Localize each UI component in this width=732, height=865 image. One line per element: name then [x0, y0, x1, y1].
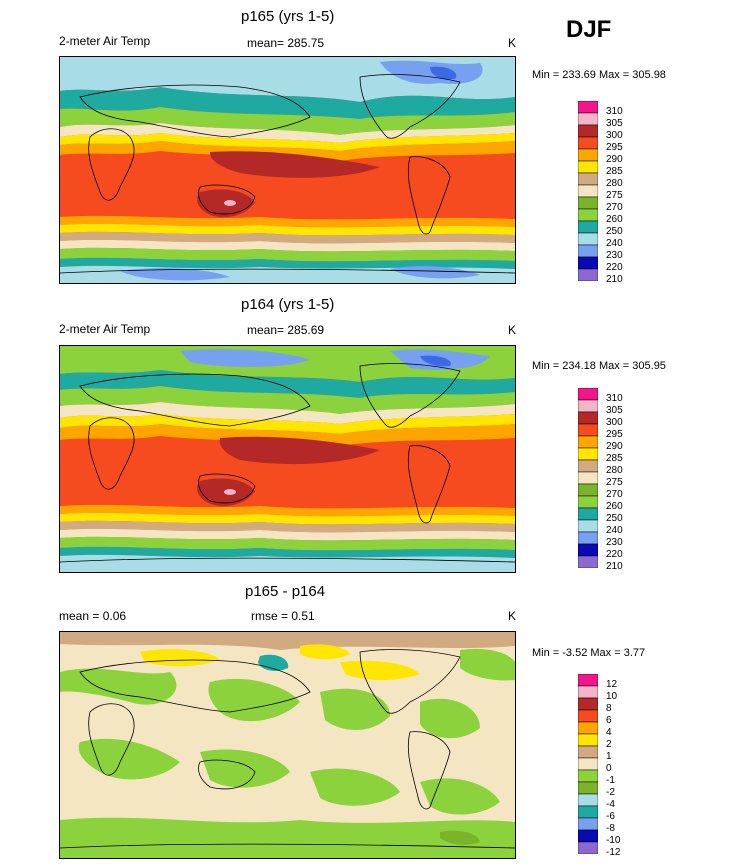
panel-1-variable-label: 2-meter Air Temp: [59, 34, 151, 48]
colorbar-tick: -8: [606, 823, 615, 834]
panel-1-colorbar: [578, 101, 598, 281]
colorbar-tick: 285: [606, 453, 623, 464]
colorbar-tick: 240: [606, 525, 623, 536]
season-label: DJF: [566, 16, 612, 43]
panel-2-mean-label: mean= 285.69: [247, 323, 325, 337]
colorbar-tick: 220: [606, 262, 623, 273]
colorbar-tick: 12: [606, 679, 618, 690]
colorbar-tick: 280: [606, 465, 623, 476]
panel-1-map: [59, 56, 516, 284]
colorbar-tick: 290: [606, 154, 623, 165]
panel-2-map: [59, 345, 516, 573]
colorbar-tick: 310: [606, 393, 623, 404]
colorbar-tick: 0: [606, 763, 612, 774]
colorbar-tick: 270: [606, 202, 623, 213]
colorbar-tick: 310: [606, 106, 623, 117]
colorbar-tick: 4: [606, 727, 612, 738]
colorbar-tick: 260: [606, 501, 623, 512]
panel-3-contour-field: [60, 632, 515, 858]
colorbar-tick: 275: [606, 477, 623, 488]
panel-3-colorbar: [578, 674, 598, 854]
colorbar-tick: 275: [606, 190, 623, 201]
panel-3-rmse-label: rmse = 0.51: [251, 609, 315, 623]
panel-2-title: p164 (yrs 1-5): [241, 296, 335, 313]
colorbar-tick: 220: [606, 549, 623, 560]
colorbar-tick: 1: [606, 751, 612, 762]
colorbar-tick: 240: [606, 238, 623, 249]
colorbar-tick: 280: [606, 178, 623, 189]
colorbar-tick: -10: [606, 835, 621, 846]
colorbar-tick: 260: [606, 214, 623, 225]
colorbar-tick: -4: [606, 799, 615, 810]
colorbar-tick: 285: [606, 166, 623, 177]
colorbar-tick: -12: [606, 847, 621, 858]
panel-1-title: p165 (yrs 1-5): [241, 8, 335, 25]
colorbar-tick: -1: [606, 775, 615, 786]
panel-2-colorbar: [578, 388, 598, 568]
colorbar-tick: 230: [606, 250, 623, 261]
colorbar-tick: 10: [606, 691, 618, 702]
colorbar-tick: 300: [606, 417, 623, 428]
panel-1-units: K: [508, 36, 517, 50]
panel-2-contour-field: [60, 346, 515, 572]
colorbar-tick: 250: [606, 513, 623, 524]
colorbar-tick: 250: [606, 226, 623, 237]
panel-3-units: K: [508, 609, 517, 623]
panel-1-minmax: Min = 233.69 Max = 305.98: [532, 69, 666, 81]
colorbar-tick: 230: [606, 537, 623, 548]
colorbar-tick: 300: [606, 130, 623, 141]
panel-1-mean-label: mean= 285.75: [247, 36, 325, 50]
panel-3-title: p165 - p164: [245, 583, 326, 600]
colorbar-tick: 2: [606, 739, 612, 750]
colorbar-tick: -6: [606, 811, 615, 822]
colorbar-tick: 295: [606, 142, 623, 153]
colorbar-tick: 8: [606, 703, 612, 714]
colorbar-tick: 210: [606, 274, 623, 285]
colorbar-tick: 305: [606, 405, 623, 416]
colorbar-tick: 270: [606, 489, 623, 500]
colorbar-tick: 6: [606, 715, 612, 726]
panel-2-minmax: Min = 234.18 Max = 305.95: [532, 360, 666, 372]
colorbar-tick: 290: [606, 441, 623, 452]
colorbar-tick: 210: [606, 561, 623, 572]
colorbar-tick: 305: [606, 118, 623, 129]
panel-3-mean-label: mean = 0.06: [59, 609, 127, 623]
panel-3-minmax: Min = -3.52 Max = 3.77: [532, 647, 646, 659]
panel-2-units: K: [508, 323, 517, 337]
panel-1-contour-field: [60, 57, 515, 283]
panel-3-map: [59, 631, 516, 859]
panel-2-variable-label: 2-meter Air Temp: [59, 322, 151, 336]
colorbar-tick: 295: [606, 429, 623, 440]
colorbar-tick: -2: [606, 787, 615, 798]
